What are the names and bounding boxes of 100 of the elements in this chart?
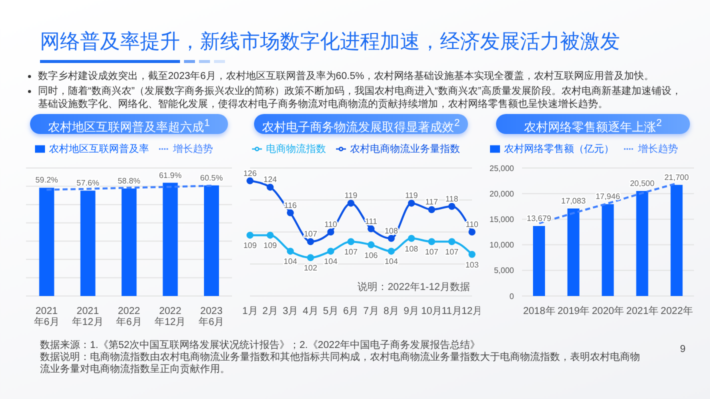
y-tick-label: 0 [510, 292, 515, 301]
data-label: 21,700 [664, 172, 690, 182]
x-tick-label: 2022年6月 [116, 306, 142, 328]
data-label: 20,500 [630, 179, 655, 188]
x-tick-label: 2022年 [660, 305, 693, 317]
bar [636, 191, 648, 296]
data-label: 107 [344, 248, 358, 257]
point [307, 254, 314, 262]
point [428, 206, 436, 214]
x-tick-label: 5月 [322, 306, 339, 317]
data-label: 60.5% [200, 173, 223, 182]
point [307, 238, 314, 246]
legend-label: 农村网络零售额（亿元） [504, 144, 614, 155]
point [246, 232, 254, 239]
point [448, 202, 456, 210]
data-label: 104 [324, 257, 338, 266]
data-label: 117 [425, 198, 439, 207]
bar [162, 182, 178, 296]
chart-title: 农村地区互联网普及率超六成$^{1}$ [30, 114, 228, 134]
data-label: 58.8% [118, 176, 140, 186]
x-tick-label: 11月 [442, 306, 462, 317]
data-label: 109 [264, 241, 278, 250]
point [408, 200, 415, 207]
x-tick-label: 10月 [421, 306, 442, 317]
data-label: 61.9% [158, 170, 182, 180]
x-tick-label: 12月 [461, 306, 483, 317]
point [368, 241, 375, 248]
point [448, 238, 456, 246]
source-note: 数据来源：1.《第52次中国互联网络发展状况统计报告》；2.《2022年中国电子商务发展报告总结》 [40, 340, 482, 352]
bar [80, 190, 96, 296]
x-tick-label: 2021年12月 [72, 306, 104, 328]
point [347, 200, 354, 207]
data-label: 126 [243, 168, 258, 178]
data-label: 107 [445, 248, 460, 257]
x-tick-label: 2023年6月 [198, 306, 224, 328]
point [468, 228, 476, 236]
point [286, 248, 294, 255]
y-tick-label: 5,000 [494, 266, 515, 276]
x-tick-label: 2022年12月 [154, 306, 186, 328]
point [468, 250, 476, 258]
data-label: 109 [243, 241, 258, 250]
data-label: 124 [264, 175, 278, 184]
y-tick-label: 10,000 [490, 240, 515, 250]
point [347, 238, 354, 246]
data-label: 104 [384, 257, 398, 266]
x-tick-label: 4月 [302, 306, 318, 317]
legend-label: 增长趋势 [638, 144, 678, 155]
y-tick-label: 20,000 [490, 189, 515, 198]
x-tick-label: 8月 [383, 306, 400, 317]
point [388, 248, 395, 255]
x-tick-label: 3月 [282, 306, 298, 317]
data-label: 13,679 [526, 214, 552, 223]
data-label: 118 [445, 194, 459, 204]
x-tick-label: 2021年 [626, 305, 659, 317]
data-label: 104 [284, 257, 298, 266]
data-label: 17,946 [596, 192, 621, 202]
data-label: 103 [465, 260, 480, 270]
text: 9 [680, 344, 686, 355]
text: 数据说明：电商物流指数由农村电商物流业务量指数和其他指标共同构成，农村电商物流业务量指数大于电商物流指数，表明农村电商物流业务量对电商物流指数呈正向贡献作用。 [40, 352, 640, 376]
data-label: 119 [405, 191, 418, 200]
bar [533, 226, 546, 296]
data-label: 107 [424, 248, 439, 257]
point [327, 228, 334, 236]
point [266, 232, 274, 239]
text: 网络普及率提升，新线市场数字化进程加速，经济发展活力被激发 [40, 30, 620, 55]
point [246, 177, 254, 184]
data-label: 59.2% [35, 176, 58, 185]
x-tick-label: 2018年 [523, 305, 556, 317]
point [428, 238, 436, 246]
x-tick-label: 2019年 [557, 305, 590, 317]
point [368, 225, 375, 232]
x-tick-label: 9月 [404, 306, 420, 317]
bar [670, 184, 683, 296]
point [388, 234, 395, 242]
bar [204, 185, 219, 296]
data-label: 119 [344, 191, 358, 200]
legend-label: 农村电商物流业务量指数 [350, 144, 460, 155]
bar [567, 208, 580, 296]
text: 同时，随着“数商兴农”（发展数字商务振兴农业的简称）政策不断加码，我国农村电商进入“数商兴农”高质量发展阶段。农村电商新基建加速铺设，基础设施数字化、网络化、智能化发展，使得农村电子商务物流对电商物流的贡献持续增加，农村网络零售额也呈快速增长趋势。 [38, 85, 682, 111]
point [266, 184, 274, 191]
chart-title: 农村网络零售额逐年上涨$^{2}$ [496, 114, 690, 134]
point [286, 209, 294, 216]
x-tick-label: 2月 [262, 306, 278, 317]
legend-label: 农村地区互联网普及率 [49, 144, 149, 155]
x-tick-label: 7月 [363, 306, 379, 317]
y-tick-label: 25,000 [490, 164, 515, 173]
legend-label: 增长趋势 [173, 144, 213, 155]
data-label: 108 [404, 244, 419, 254]
x-tick-label: 6月 [343, 306, 359, 317]
bar [602, 204, 614, 296]
data-label: 57.6% [76, 178, 100, 188]
bar [39, 188, 54, 296]
y-tick-label: 15,000 [490, 215, 515, 224]
x-tick-label: 1月 [242, 306, 258, 317]
data-label: 106 [364, 250, 378, 260]
point [408, 234, 415, 242]
text: 数字乡村建设成效突出，截至2023年6月，农村地区互联网普及率为60.5%，农村网络基础设施基本实现全覆盖，农村互联网应用普及加快。 [38, 70, 654, 83]
point [327, 248, 334, 255]
annotation: 说明：2022年1-12月数据 [358, 281, 470, 294]
x-tick-label: 2020年 [592, 305, 624, 317]
